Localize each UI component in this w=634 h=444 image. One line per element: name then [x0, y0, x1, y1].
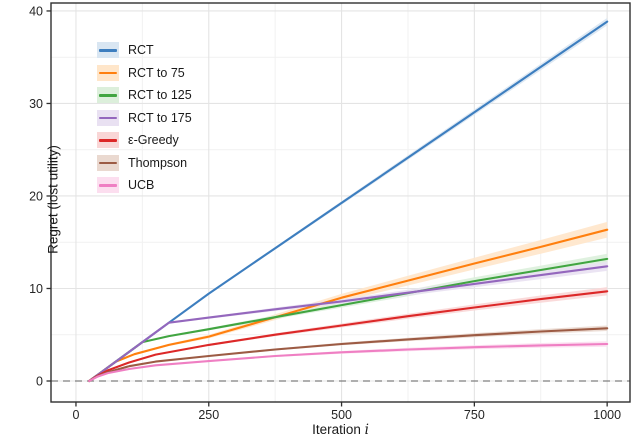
legend-swatch-rct-to-75: [97, 64, 119, 81]
series-line-ucb: [88, 342, 609, 383]
legend-line-icon: [99, 184, 117, 187]
y-tick-label: 40: [29, 4, 43, 18]
legend-item-ucb: UCB: [97, 174, 192, 197]
x-tick-label: 1000: [593, 408, 621, 422]
legend-label-thompson: Thompson: [128, 155, 188, 170]
legend-item-eps-greedy: ε-Greedy: [97, 129, 192, 152]
y-tick-label: 20: [29, 189, 43, 203]
legend-swatch-eps-greedy: [97, 132, 119, 149]
legend-item-rct-to-125: RCT to 125: [97, 84, 192, 107]
legend-label-rct-to-125: RCT to 125: [128, 88, 192, 103]
y-tick-label: 10: [29, 282, 43, 296]
legend-swatch-rct-to-125: [97, 87, 119, 104]
x-axis-title: Iteration i: [51, 422, 630, 438]
x-axis-title-text: Iteration: [312, 422, 361, 437]
x-axis-title-variable: i: [364, 422, 369, 438]
y-axis-title: Regret (lost utility): [45, 145, 61, 254]
legend-label-rct: RCT: [128, 43, 154, 58]
legend-line-icon: [99, 94, 117, 97]
legend-line-icon: [99, 139, 117, 142]
legend-swatch-ucb: [97, 177, 119, 194]
x-tick-label: 750: [464, 408, 485, 422]
y-tick-label: 30: [29, 97, 43, 111]
x-tick-label: 500: [331, 408, 352, 422]
legend-swatch-rct: [97, 42, 119, 59]
legend-line-icon: [99, 71, 117, 75]
legend-swatch-rct-to-175: [97, 109, 119, 126]
legend-line-icon: [99, 161, 117, 165]
legend-label-rct-to-175: RCT to 175: [128, 110, 192, 125]
panel-border: [50, 2, 631, 403]
legend-item-thompson: Thompson: [97, 152, 192, 175]
legend-item-rct: RCT: [97, 39, 192, 62]
x-tick-label: 0: [72, 408, 79, 422]
legend-label-ucb: UCB: [128, 178, 155, 193]
x-tick-label: 250: [198, 408, 219, 422]
axes: 0 250 500 750 1000 0 10 20 30 40: [29, 4, 621, 422]
legend-line-icon: [99, 116, 117, 120]
y-tick-label: 0: [36, 375, 43, 389]
legend-swatch-thompson: [97, 154, 119, 171]
legend: RCT RCT to 75 RCT to 125 RCT to 175 ε-Greedy…: [97, 39, 192, 197]
series-line-rct-to-175: [88, 265, 609, 383]
series-lines: [88, 20, 609, 383]
legend-item-rct-to-175: RCT to 175: [97, 107, 192, 130]
legend-line-icon: [99, 49, 117, 52]
legend-label-rct-to-75: RCT to 75: [128, 65, 185, 80]
legend-item-rct-to-75: RCT to 75: [97, 62, 192, 85]
series-line-eps-greedy: [88, 290, 609, 383]
legend-label-eps-greedy: ε-Greedy: [128, 133, 179, 148]
